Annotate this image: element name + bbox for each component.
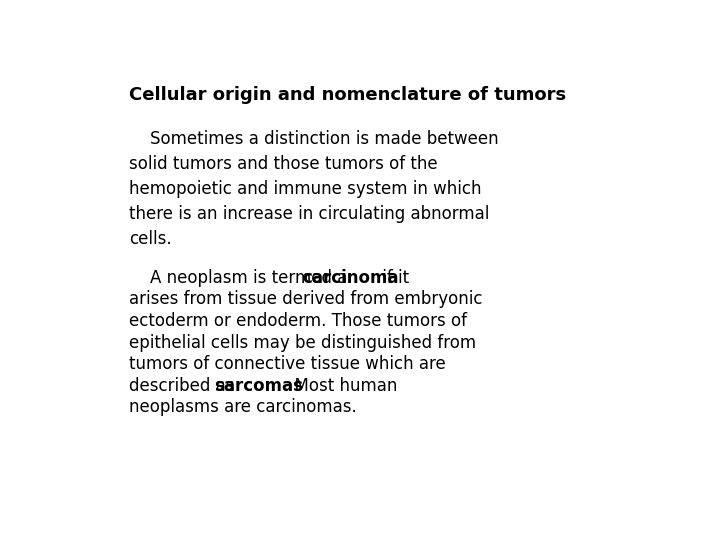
Text: arises from tissue derived from embryonic: arises from tissue derived from embryoni… [129,291,482,308]
Text: Cellular origin and nomenclature of tumors: Cellular origin and nomenclature of tumo… [129,86,566,104]
Text: described as: described as [129,377,240,395]
Text: carcinoma: carcinoma [302,269,399,287]
Text: Sometimes a distinction is made between
solid tumors and those tumors of the
hem: Sometimes a distinction is made between … [129,130,498,248]
Text: ectoderm or endoderm. Those tumors of: ectoderm or endoderm. Those tumors of [129,312,467,330]
Text: A neoplasm is termed a: A neoplasm is termed a [129,269,352,287]
Text: tumors of connective tissue which are: tumors of connective tissue which are [129,355,446,373]
Text: sarcomas: sarcomas [215,377,304,395]
Text: if it: if it [377,269,409,287]
Text: epithelial cells may be distinguished from: epithelial cells may be distinguished fr… [129,334,476,352]
Text: . Most human: . Most human [284,377,397,395]
Text: neoplasms are carcinomas.: neoplasms are carcinomas. [129,398,356,416]
